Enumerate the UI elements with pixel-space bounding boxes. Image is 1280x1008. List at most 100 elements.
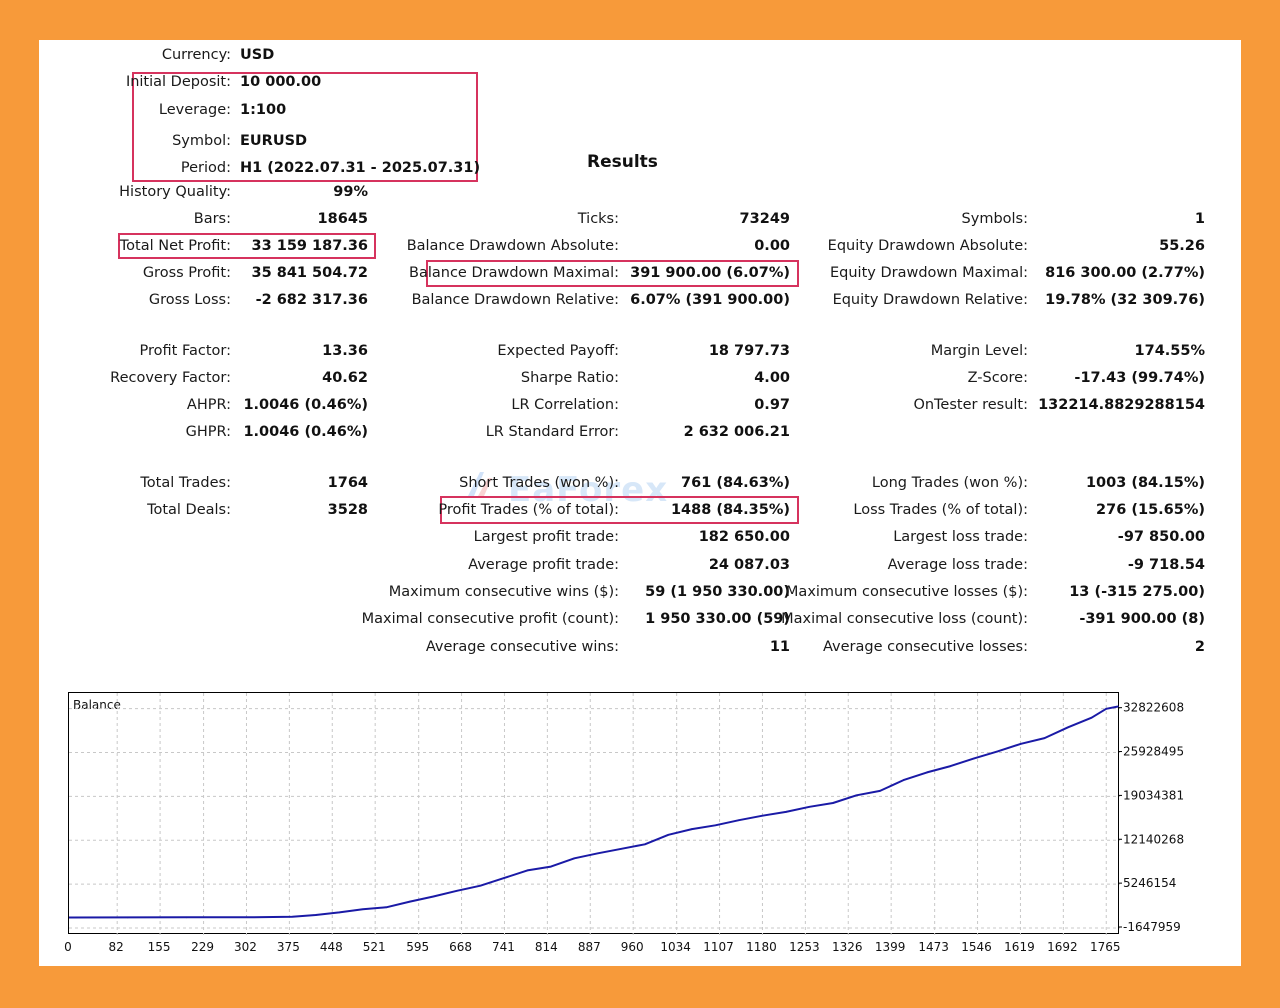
balance-point <box>714 824 717 827</box>
stat-label: Gross Loss: <box>148 292 231 308</box>
stat-label: Maximal consecutive profit (count): <box>361 611 619 627</box>
y-tick-label: 19034381 <box>1123 788 1184 802</box>
stat-value: -97 850.00 <box>1117 529 1205 545</box>
stat-value: 1764 <box>327 475 368 491</box>
stat-value: -2 682 317.36 <box>255 292 368 308</box>
stat-value: 816 300.00 (2.77%) <box>1045 265 1205 281</box>
stat-label: Symbols: <box>961 211 1028 227</box>
x-tick-label: 82 <box>109 940 124 954</box>
stat-label: Z-Score: <box>967 370 1028 386</box>
stat-value: 0.97 <box>754 397 790 413</box>
highlight-box-profit-trades <box>440 496 799 524</box>
stat-label: Recovery Factor: <box>110 370 231 386</box>
stat-label: Equity Drawdown Relative: <box>832 292 1028 308</box>
x-tick-label: 595 <box>406 940 429 954</box>
balance-point <box>597 852 599 855</box>
stat-label: Equity Drawdown Maximal: <box>830 265 1028 281</box>
balance-point <box>1105 708 1108 710</box>
x-tick-label: 887 <box>578 940 601 954</box>
balance-point <box>902 779 905 781</box>
stat-value: 13 (-315 275.00) <box>1069 584 1205 600</box>
balance-point <box>973 757 975 760</box>
stat-value: 391 900.00 (6.07%) <box>630 265 790 281</box>
balance-point <box>456 889 458 892</box>
stat-value: 4.00 <box>754 370 790 386</box>
stat-value: 18645 <box>317 211 368 227</box>
balance-point <box>949 765 952 767</box>
header-label-deposit: Initial Deposit: <box>125 74 231 90</box>
stat-value: 19.78% (32 309.76) <box>1045 292 1205 308</box>
stat-label: Expected Payoff: <box>497 343 619 359</box>
stat-value: 73249 <box>739 211 790 227</box>
balance-point <box>185 916 188 919</box>
stat-value: 3528 <box>327 502 368 518</box>
stat-value: 1003 (84.15%) <box>1085 475 1205 491</box>
stat-value: 6.07% (391 900.00) <box>630 292 790 308</box>
balance-point <box>620 847 623 850</box>
stat-label: LR Correlation: <box>511 397 619 413</box>
stat-value: -391 900.00 (8) <box>1079 611 1205 627</box>
x-tick-label: 1180 <box>746 940 777 954</box>
x-tick-label: 814 <box>535 940 558 954</box>
stat-value: -9 718.54 <box>1127 557 1205 573</box>
stat-label: Largest profit trade: <box>473 529 619 545</box>
stat-label: Largest loss trade: <box>893 529 1028 545</box>
stat-value: 59 (1 950 330.00) <box>645 584 790 600</box>
stat-value: 2 <box>1194 639 1205 655</box>
highlight-box-balance-drawdown <box>426 260 799 287</box>
stat-label: Bars: <box>193 211 231 227</box>
header-value-deposit: 10 000.00 <box>240 74 322 90</box>
x-tick-label: 448 <box>320 940 343 954</box>
balance-point <box>761 814 764 817</box>
stat-value: 182 650.00 <box>698 529 790 545</box>
stat-value: 11 <box>769 639 790 655</box>
eaforex-logo-icon <box>462 466 502 506</box>
stat-value: 24 087.03 <box>708 557 790 573</box>
balance-point <box>291 915 294 918</box>
stat-label: Equity Drawdown Absolute: <box>827 238 1028 254</box>
stat-value: 18 797.73 <box>708 343 790 359</box>
header-label-period: Period: <box>180 160 231 176</box>
stat-value: 1488 (84.35%) <box>670 502 790 518</box>
stat-label: Balance Drawdown Relative: <box>411 292 619 308</box>
y-tick-label: 12140268 <box>1123 832 1184 846</box>
balance-point <box>573 857 576 860</box>
stat-label: Maximal consecutive loss (count): <box>781 611 1028 627</box>
stat-value: 1 <box>1194 211 1205 227</box>
stat-label: Maximum consecutive losses ($): <box>785 584 1028 600</box>
y-tick-label: 25928495 <box>1123 745 1184 759</box>
y-tick-label: -1647959 <box>1123 920 1181 934</box>
stat-label: Total Trades: <box>140 475 231 491</box>
x-tick-label: 1253 <box>789 940 820 954</box>
balance-point <box>409 900 411 903</box>
stat-label: Average consecutive losses: <box>822 639 1028 655</box>
stat-label: Balance Drawdown Absolute: <box>406 238 619 254</box>
stat-value: 55.26 <box>1159 238 1205 254</box>
stat-label: Sharpe Ratio: <box>520 370 619 386</box>
x-tick-label: 229 <box>191 940 214 954</box>
balance-point <box>691 828 693 830</box>
balance-point <box>126 916 129 919</box>
balance-point <box>244 916 247 919</box>
stat-label: Profit Trades (% of total): <box>438 502 619 518</box>
stat-label: Margin Level: <box>930 343 1028 359</box>
balance-point <box>362 908 364 911</box>
stat-value: 0.00 <box>754 238 790 254</box>
stat-label: Average consecutive wins: <box>425 639 619 655</box>
header-value-leverage: 1:100 <box>240 102 287 118</box>
balance-point <box>338 911 341 914</box>
x-tick-label: 1473 <box>918 940 949 954</box>
balance-point <box>832 802 834 804</box>
stat-label: Profit Factor: <box>139 343 231 359</box>
stat-label: Ticks: <box>577 211 619 227</box>
history-quality-label: History Quality: <box>119 184 231 200</box>
x-tick-label: 1692 <box>1047 940 1078 954</box>
highlight-box-net-profit <box>118 233 376 259</box>
results-title: Results <box>587 152 658 172</box>
x-tick-label: 375 <box>277 940 300 954</box>
balance-point <box>1090 716 1093 719</box>
stat-value: 276 (15.65%) <box>1096 502 1205 518</box>
x-tick-label: 155 <box>148 940 171 954</box>
chart-title: Balance <box>73 698 121 712</box>
stat-value: -17.43 (99.74%) <box>1074 370 1205 386</box>
